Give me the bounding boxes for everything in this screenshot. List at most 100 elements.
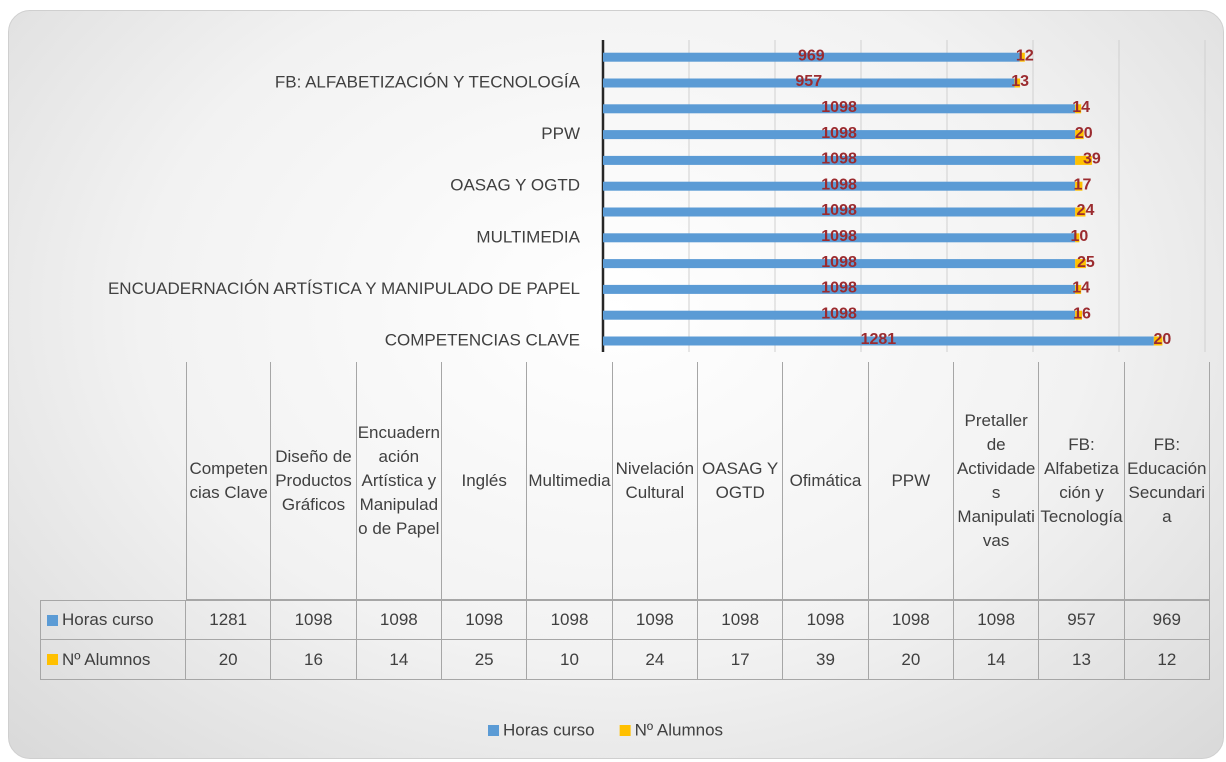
data-label: 1098: [821, 305, 857, 322]
data-label: 14: [1072, 99, 1090, 116]
data-label: 39: [1083, 151, 1101, 168]
table-value: 1098: [612, 600, 698, 640]
cell-text: Multimedia: [528, 470, 611, 490]
legend-label: Horas curso: [503, 720, 595, 739]
cell-text: 24: [645, 649, 665, 669]
data-label: 24: [1077, 202, 1095, 219]
table-row-header: Horas curso: [40, 600, 186, 640]
y-tick-label: PPW: [541, 124, 580, 143]
bar: [1075, 130, 1084, 140]
cell-text: 1098: [379, 610, 418, 629]
table-value: 17: [698, 640, 784, 680]
cell-text: 20: [901, 649, 921, 669]
bar: [603, 130, 1076, 140]
table-header: Pretaller de Actividades Manipulativas: [954, 362, 1040, 600]
cell-text: 39: [816, 649, 835, 669]
table-value: 1098: [356, 600, 442, 640]
legend-key: [47, 614, 58, 626]
cell-text: Nivelación Cultural: [615, 458, 695, 502]
data-label: 16: [1073, 305, 1091, 322]
table-header: Multimedia: [527, 362, 613, 600]
legend-key: [47, 654, 58, 665]
table-header: Competencias Clave: [186, 362, 272, 600]
data-label: 13: [1011, 73, 1029, 90]
table-value: 16: [271, 640, 357, 680]
table-value: 39: [783, 640, 869, 680]
cell-text: 14: [986, 649, 1006, 669]
cell-text: 12: [1157, 649, 1177, 669]
bar: [603, 181, 1076, 191]
bar: [1014, 78, 1021, 88]
data-label: 12: [1016, 47, 1034, 64]
table-value: 1098: [783, 600, 869, 640]
cell-text: 1098: [806, 610, 845, 629]
bar: [603, 336, 1154, 346]
table-value: 10: [527, 640, 613, 680]
bar: [603, 233, 1076, 243]
table-header: Ofimática: [783, 362, 869, 600]
cell-text: Competencias Clave: [189, 458, 268, 502]
cell-text: Pretaller de Actividades Manipulativas: [956, 410, 1036, 550]
data-label: 1098: [821, 228, 857, 245]
data-label: 1098: [821, 280, 857, 297]
table-value: 20: [186, 640, 272, 680]
cell-text: FB: Alfabetización y Tecnología: [1040, 434, 1123, 526]
bar: [603, 259, 1076, 269]
bar: [603, 52, 1020, 62]
table-value: 25: [442, 640, 528, 680]
table-header: FB: Alfabetización y Tecnología: [1039, 362, 1125, 600]
table-value: 14: [954, 640, 1040, 680]
cell-text: OASAG Y OGTD: [702, 458, 779, 502]
cell-text: 1098: [721, 610, 760, 629]
cell-text: 25: [474, 649, 494, 669]
data-label: 1098: [821, 125, 857, 142]
y-tick-label: ENCUADERNACIÓN ARTÍSTICA Y MANIPULADO DE…: [108, 279, 580, 298]
cell-text: 16: [304, 649, 323, 669]
table-value: 969: [1124, 600, 1210, 640]
bar: [1075, 155, 1092, 165]
y-tick-label: OASAG Y OGTD: [450, 176, 580, 195]
table-header: OASAG Y OGTD: [698, 362, 784, 600]
data-label: 25: [1077, 254, 1095, 271]
legend-key: [619, 725, 631, 736]
data-label: 17: [1074, 176, 1092, 193]
cell-text: 1098: [635, 610, 674, 629]
series-name: Horas curso: [62, 610, 154, 629]
table-row-header: Nº Alumnos: [40, 640, 186, 680]
cell-text: Ofimática: [789, 470, 862, 490]
bar: [603, 310, 1076, 320]
data-label: 1098: [821, 202, 857, 219]
data-label: 957: [795, 73, 822, 90]
table-value: 1098: [271, 600, 357, 640]
table-value: 14: [356, 640, 442, 680]
legend-key: [488, 725, 499, 736]
data-label: 14: [1072, 280, 1090, 297]
bar: [1153, 336, 1163, 346]
bar: [1075, 207, 1086, 217]
y-tick-label: COMPETENCIAS CLAVE: [385, 330, 580, 349]
cell-text: Encuadernación Artística y Manipulado de…: [357, 422, 440, 538]
data-label: 969: [798, 47, 825, 64]
y-tick-label: FB: ALFABETIZACIÓN Y TECNOLOGÍA: [275, 72, 581, 91]
data-label: 20: [1154, 331, 1172, 348]
cell-text: 957: [1067, 610, 1096, 629]
cell-text: FB: Educación Secundaria: [1127, 434, 1207, 526]
table-header: Inglés: [442, 362, 528, 600]
bar: [603, 78, 1015, 88]
cell-text: 1098: [465, 610, 504, 629]
bar: [1075, 259, 1086, 269]
bar: [603, 207, 1076, 217]
table-header: PPW: [868, 362, 954, 600]
data-label: 1098: [821, 176, 857, 193]
table-header: Encuadernación Artística y Manipulado de…: [356, 362, 442, 600]
table-value: 957: [1039, 600, 1125, 640]
series-name: Nº Alumnos: [62, 649, 151, 669]
cell-text: PPW: [891, 470, 931, 490]
cell-text: Inglés: [461, 470, 507, 490]
data-label: 20: [1075, 125, 1093, 142]
table-value: 1281: [186, 600, 272, 640]
table-value: 12: [1124, 640, 1210, 680]
table-value: 24: [612, 640, 698, 680]
cell-text: 1098: [891, 610, 930, 629]
